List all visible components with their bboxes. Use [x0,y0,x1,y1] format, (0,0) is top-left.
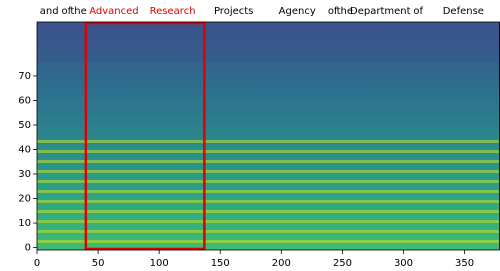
y-tick-label: 10 [18,218,31,229]
y-tick-label: 70 [18,71,31,82]
x-tick-label: 200 [272,258,291,269]
word-label: the [70,6,86,17]
chart: 0 50 100 150 200 250 300 350 0 10 20 30 40 50 60 70 and o… [0,0,500,271]
y-tick-label: 0 [25,243,31,254]
y-tick-label: 60 [18,95,31,106]
y-tick-label: 40 [18,144,31,155]
x-tick-label: 100 [150,258,169,269]
x-tick-label: 50 [92,258,105,269]
page: {"chart_data": {"type": "spectrogram", "… [0,0,500,271]
x-tick-label: 250 [333,258,352,269]
y-tick-label: 30 [18,169,31,180]
x-tick-label: 350 [455,258,474,269]
y-tick-label: 20 [18,194,31,205]
word-label: of [413,6,423,17]
word-label: Defense [443,6,484,17]
x-tick-label: 150 [211,258,230,269]
word-label: Agency [279,6,316,17]
y-tick-label: 50 [18,120,31,131]
x-tick-label: 0 [34,258,40,269]
spectrogram-image [37,22,500,250]
word-label: and [40,6,59,17]
word-label: Advanced [89,6,138,17]
word-label: Research [150,6,196,17]
word-label: Projects [214,6,253,17]
x-tick-label: 300 [394,258,413,269]
word-label: Department [350,6,411,17]
